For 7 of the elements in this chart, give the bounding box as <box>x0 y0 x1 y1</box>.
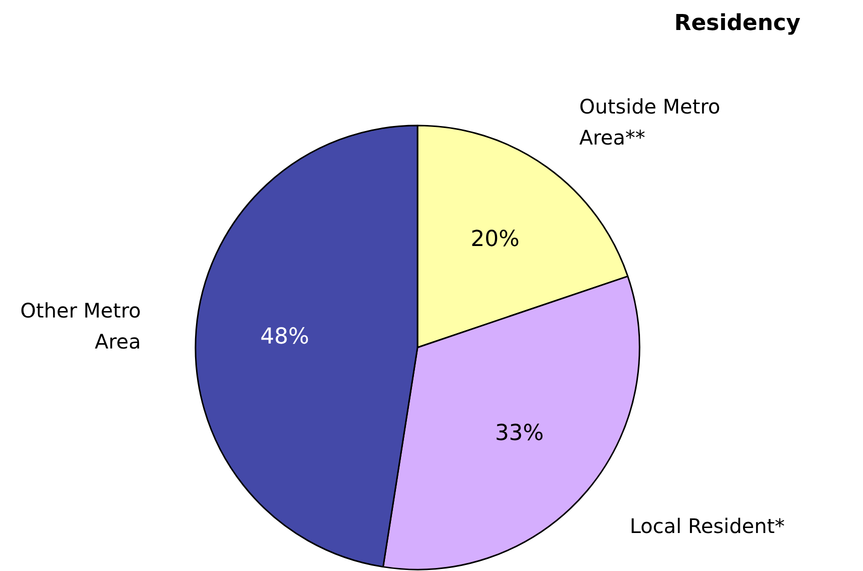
data-label: 20% <box>470 226 520 252</box>
data-label: 48% <box>260 324 310 350</box>
data-label: 33% <box>494 420 544 446</box>
chart-title: Residency <box>674 11 801 36</box>
slice-label: Other Metro Area <box>20 298 141 354</box>
slice-label: Outside Metro Area** <box>579 94 720 150</box>
slice-label: Local Resident* <box>630 514 785 538</box>
